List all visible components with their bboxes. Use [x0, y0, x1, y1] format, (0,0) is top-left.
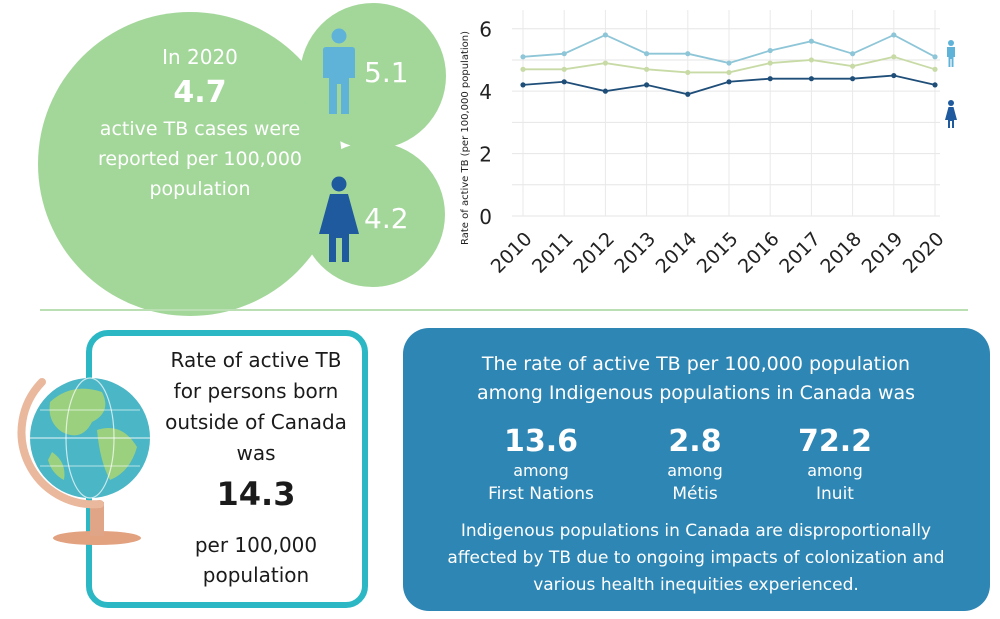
data-point [520, 54, 526, 60]
x-tick-label: 2010 [487, 228, 537, 278]
group-metis: 2.8 among Métis [620, 423, 770, 507]
female-rate: 4.2 [364, 202, 409, 235]
data-point [602, 60, 608, 66]
x-tick-label: 2018 [816, 228, 866, 278]
data-point [767, 76, 773, 82]
x-tick-label: 2019 [858, 228, 908, 278]
x-tick-label: 2016 [734, 228, 784, 278]
group-value: 13.6 [503, 424, 579, 459]
indigenous-card [403, 328, 990, 611]
group-value: 2.8 [668, 424, 722, 459]
data-point [932, 82, 938, 88]
data-point [891, 72, 897, 79]
data-point [644, 51, 650, 57]
x-tick-label: 2020 [899, 228, 949, 278]
data-point [561, 79, 567, 85]
y-tick-label: 4 [479, 80, 492, 104]
foreign-born-unit: per 100,000 population [194, 533, 318, 587]
group-inuit: 72.2 among Inuit [760, 423, 910, 507]
group-value: 72.2 [797, 424, 873, 459]
data-point [850, 63, 856, 69]
data-point [891, 54, 897, 60]
indigenous-heading: The rate of active TB per 100,000 popula… [476, 353, 916, 404]
legend-female-icon [945, 100, 957, 128]
data-point [602, 32, 608, 38]
summary-text: In 2020 4.7 active TB cases were reporte… [82, 44, 318, 204]
x-tick-label: 2013 [610, 228, 660, 278]
data-point [726, 79, 732, 85]
overall-rate: 4.7 [173, 75, 227, 110]
data-point [932, 66, 938, 72]
male-rate: 5.1 [364, 56, 409, 89]
section-divider [40, 309, 968, 311]
x-tick-label: 2011 [528, 228, 578, 278]
group-first-nations: 13.6 among First Nations [466, 423, 616, 507]
data-point [561, 66, 567, 72]
data-point [808, 38, 814, 44]
data-point [685, 69, 691, 76]
data-point [520, 66, 526, 72]
data-point [767, 60, 773, 66]
data-point [561, 51, 567, 57]
summary-bubble-large [38, 12, 342, 316]
group-among: among [807, 461, 863, 480]
y-tick-label: 6 [479, 18, 492, 42]
data-point [808, 76, 814, 82]
data-point [767, 47, 773, 54]
data-point [808, 57, 814, 63]
data-point [726, 60, 732, 66]
data-point [891, 32, 897, 38]
data-point [520, 82, 526, 88]
data-point [644, 82, 650, 88]
data-point [850, 76, 856, 82]
y-axis-label: Rate of active TB (per 100,000 populatio… [460, 31, 471, 245]
year-label: In 2020 [162, 45, 238, 69]
group-among: among [667, 461, 723, 480]
data-point [726, 69, 732, 76]
legend-male-icon [947, 40, 955, 67]
data-point [932, 54, 938, 60]
x-tick-label: 2012 [569, 228, 619, 278]
foreign-born-heading: Rate of active TB for persons born outsi… [165, 348, 347, 465]
female-person-icon [319, 176, 359, 262]
y-tick-label: 2 [479, 143, 492, 167]
data-point [644, 66, 650, 72]
foreign-born-rate: 14.3 [216, 475, 296, 513]
x-tick-label: 2017 [775, 228, 825, 278]
male-person-icon [323, 28, 355, 114]
globe-icon [17, 377, 150, 545]
x-tick-label: 2015 [693, 228, 743, 278]
female-bubble [300, 142, 445, 287]
group-name: Métis [672, 484, 718, 504]
data-point [850, 51, 856, 57]
data-point [602, 88, 608, 94]
data-point [685, 51, 691, 57]
y-tick-label: 0 [479, 205, 492, 229]
x-tick-label: 2014 [652, 228, 702, 278]
indigenous-footer: Indigenous populations in Canada are dis… [447, 521, 945, 595]
group-name: Inuit [816, 484, 854, 504]
group-name: First Nations [488, 484, 594, 504]
data-point [685, 91, 691, 97]
overall-description: active TB cases were reported per 100,00… [98, 118, 302, 200]
group-among: among [513, 461, 569, 480]
